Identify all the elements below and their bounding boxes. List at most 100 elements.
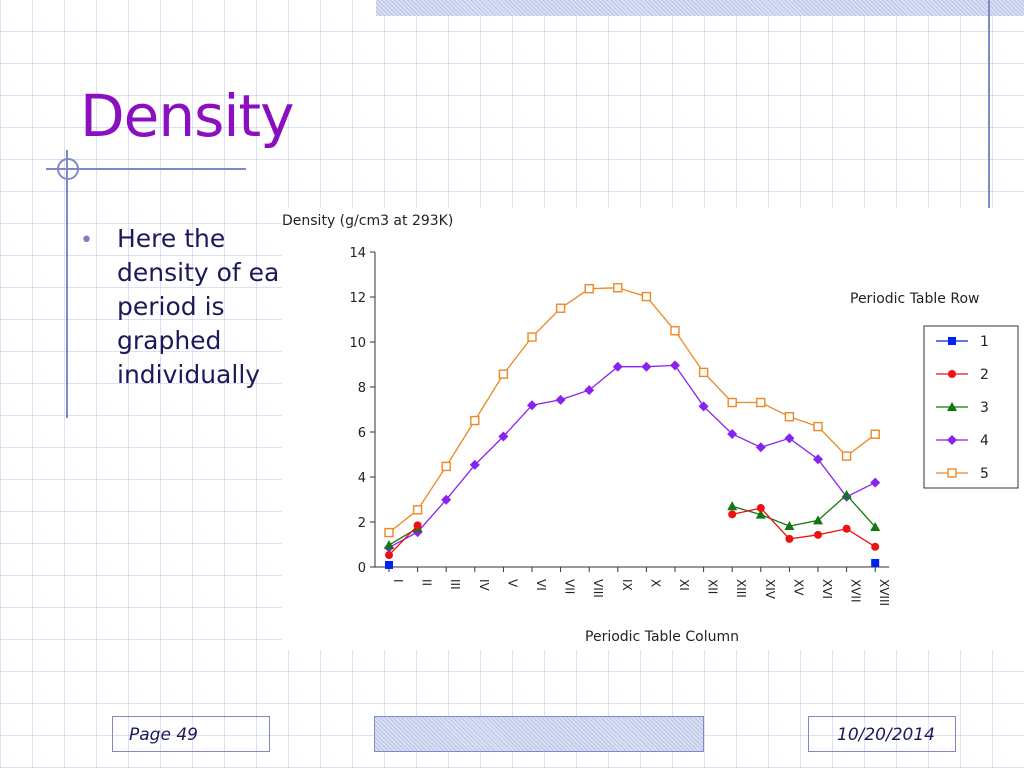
- footer-page-number: Page 49: [129, 725, 198, 745]
- bullet-text: Here the density of each period is graph…: [117, 224, 280, 389]
- footer-page-box: Page 49: [112, 716, 270, 752]
- x-tick-label-XVII: XVII: [849, 579, 863, 603]
- x-tick-label-XIV: XIV: [763, 579, 777, 600]
- x-tick-label-IX: IX: [620, 579, 634, 591]
- slide-title: Density: [80, 82, 295, 150]
- chart-panel: Density (g/cm3 at 293K) 0 2 4 6 8 10 12 14 I II III…: [282, 208, 1024, 650]
- series-1-point-XVIII: [871, 558, 880, 567]
- legend-label-3: 3: [980, 400, 989, 416]
- series-2-point-XVI: [814, 530, 822, 539]
- series-2-line: [388, 507, 876, 556]
- series-5-point-XV: [784, 411, 795, 422]
- series-5-point-XII: [698, 367, 709, 378]
- series-4-point-IV: [469, 459, 480, 470]
- x-axis-label: Periodic Table Column: [585, 629, 739, 645]
- right-vertical-rule: [988, 0, 990, 214]
- x-tick-label-VIII: VIII: [591, 579, 605, 598]
- series-3-point-XIV: [755, 509, 766, 519]
- series-5-point-VIII: [584, 283, 594, 294]
- series-2-point-XV: [785, 534, 794, 543]
- legend-marker-3: [947, 402, 957, 411]
- legend-label-5: 5: [980, 466, 989, 482]
- series-5-point-VI: [527, 332, 537, 342]
- series-5-point-X: [641, 291, 652, 302]
- footer-date: 10/20/2014: [837, 725, 935, 745]
- legend-label-2: 2: [980, 367, 989, 383]
- series-5-point-XIII: [727, 397, 737, 408]
- series-3-point-XVIII: [870, 521, 881, 531]
- legend-label-1: 1: [980, 334, 989, 350]
- left-vertical-rule: [66, 150, 68, 418]
- y-tick-label-8: 8: [358, 381, 366, 396]
- y-tick-label-6: 6: [358, 426, 366, 441]
- top-decorative-band: [376, 0, 1024, 16]
- x-tick-label-XVI: XVI: [820, 579, 834, 599]
- bullet-marker: •: [80, 228, 93, 253]
- series-2-point-I: [385, 551, 393, 560]
- legend-title: Periodic Table Row: [850, 291, 979, 307]
- series-4-point-XII: [698, 401, 709, 412]
- series-2-point-XVIII: [871, 542, 880, 551]
- series-5-point-IV: [470, 415, 480, 426]
- legend-marker-1: [948, 337, 956, 345]
- footer-date-box: 10/20/2014: [808, 716, 956, 752]
- legend-marker-5: [947, 468, 957, 478]
- series-4-line: [388, 364, 876, 549]
- series-1-point-I: [385, 560, 393, 569]
- series-5-line: [388, 287, 876, 534]
- footer-center-band: [374, 716, 704, 752]
- x-tick-label-VII: VII: [563, 579, 577, 594]
- series-5-point-IX: [613, 283, 623, 293]
- legend-marker-2: [948, 370, 956, 378]
- series-5-point-VII: [555, 303, 566, 313]
- crosshair-ornament: [57, 158, 79, 180]
- series-5-point-II: [412, 505, 423, 515]
- series-4-point-XVIII: [870, 477, 881, 488]
- series-5-point-V: [498, 369, 509, 379]
- series-5-point-XI: [670, 326, 680, 336]
- series-2-point-II: [413, 521, 422, 530]
- x-tick-label-VI: VI: [534, 579, 548, 591]
- series-5-point-I: [384, 527, 394, 538]
- series-4-point-XVI: [813, 454, 823, 465]
- series-3-point-XV: [784, 521, 795, 531]
- legend-marker-4: [947, 435, 957, 445]
- x-tick-label-XII: XII: [706, 579, 720, 594]
- x-tick-label-X: X: [648, 579, 662, 587]
- series-2-point-XIV: [756, 504, 765, 513]
- series-3-point-XVII: [841, 490, 852, 499]
- x-tick-label-V: V: [505, 579, 519, 588]
- x-tick-label-XVIII: XVIII: [877, 579, 891, 606]
- y-tick-label-4: 4: [358, 471, 366, 486]
- y-tick-label-10: 10: [349, 336, 366, 351]
- x-tick-label-XIII: XIII: [734, 579, 748, 598]
- x-tick-label-II: II: [420, 579, 434, 586]
- series-5-point-XVI: [813, 421, 823, 432]
- x-tick-label-I: I: [391, 579, 405, 583]
- series-5-point-XVII: [841, 451, 852, 461]
- series-4-point-XV: [784, 433, 795, 444]
- series-3-point-I: [384, 540, 394, 550]
- y-tick-label-0: 0: [358, 561, 366, 576]
- series-4-point-VII: [555, 394, 566, 405]
- series-4-point-III: [441, 494, 452, 505]
- x-tick-label-IV: IV: [477, 579, 491, 592]
- y-tick-label-2: 2: [358, 516, 366, 531]
- series-3-point-XIII: [727, 501, 738, 511]
- bullet-list: • Here the density of each period is gra…: [80, 222, 280, 392]
- series-4-point-VI: [527, 400, 537, 411]
- series-2-point-XVII: [842, 524, 851, 533]
- series-5-point-III: [441, 461, 451, 472]
- title-underline-rule: [46, 168, 246, 170]
- x-tick-label-III: III: [448, 579, 462, 590]
- series-5-point-XVIII: [870, 429, 880, 439]
- x-tick-label-XV: XV: [791, 579, 805, 596]
- legend-label-4: 4: [980, 433, 989, 449]
- y-tick-label-12: 12: [349, 291, 366, 306]
- series-4-point-XIV: [755, 442, 766, 453]
- series-4-point-X: [641, 361, 652, 372]
- series-3-point-XVI: [813, 515, 823, 525]
- series-4-point-IX: [612, 361, 623, 372]
- x-tick-label-XI: XI: [677, 579, 691, 591]
